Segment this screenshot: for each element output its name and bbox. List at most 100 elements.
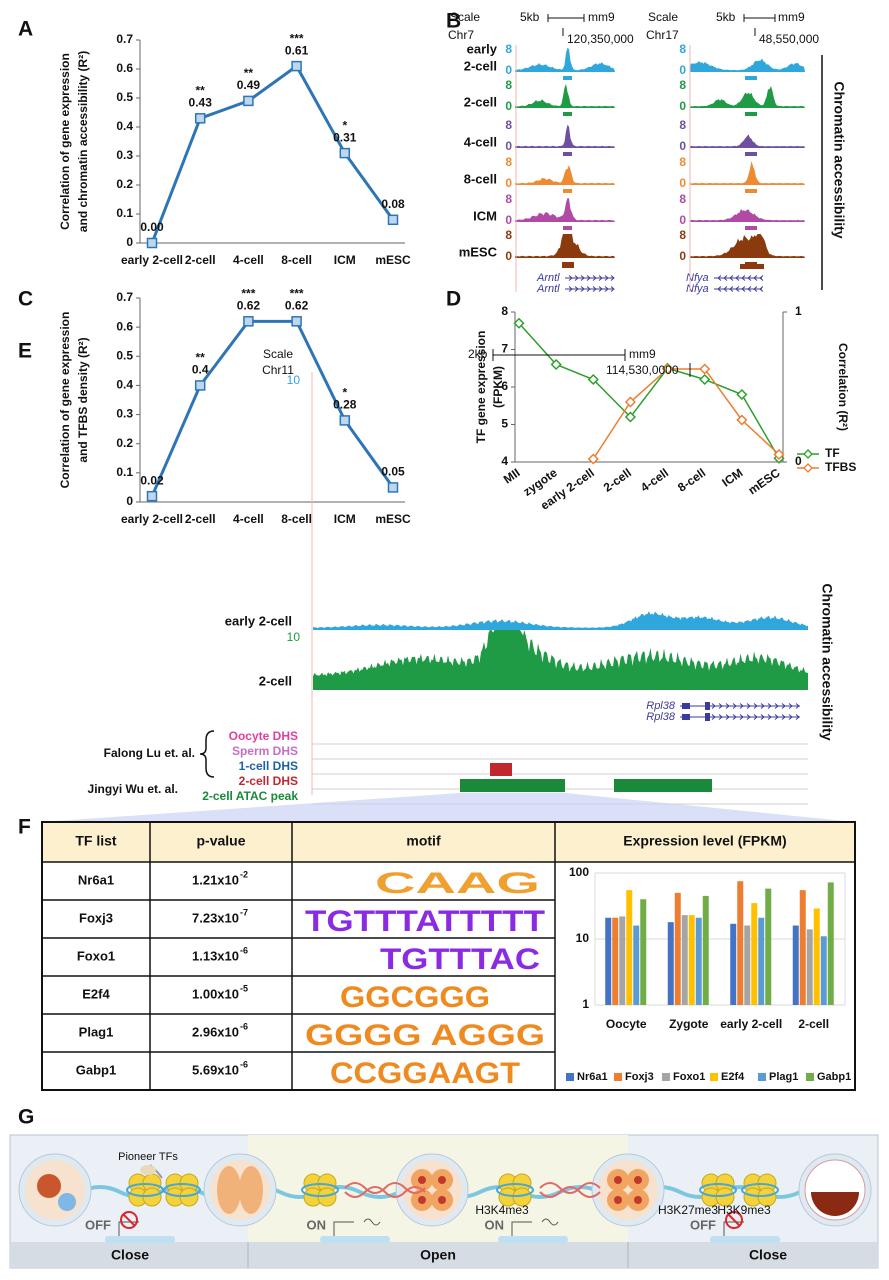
- strand-chevron: [760, 714, 765, 720]
- track-min: 0: [679, 63, 686, 77]
- data-label: 0.02: [140, 473, 164, 487]
- panel-label: E: [18, 340, 32, 363]
- legend-label: TFBS: [825, 460, 856, 474]
- position: 120,350,000: [567, 32, 634, 46]
- legend-label: Foxo1: [673, 1071, 705, 1083]
- track-max: 8: [679, 42, 686, 56]
- strand-chevron: [723, 275, 728, 281]
- y-tick-label: 1: [582, 997, 589, 1011]
- track-max: 8: [679, 78, 686, 92]
- strand-chevron: [717, 275, 722, 281]
- nucleus: [418, 1196, 426, 1204]
- gene-name: Rpl38: [646, 700, 676, 712]
- histone: [715, 1187, 735, 1207]
- marker: [339, 415, 351, 426]
- signal-track: [515, 198, 615, 222]
- data-label: 0.05: [381, 465, 405, 479]
- x-tick-label: 2-cell: [185, 512, 216, 526]
- strand-chevron: [767, 714, 772, 720]
- p-exponent: -6: [240, 1021, 248, 1031]
- marker: [243, 316, 254, 327]
- peak-bar: [563, 226, 572, 230]
- tf-name: Gabp1: [76, 1062, 116, 1077]
- bar: [626, 890, 633, 1005]
- legend-label: Gabp1: [817, 1071, 851, 1083]
- strand-chevron: [574, 275, 579, 281]
- scale-label: Scale: [263, 347, 293, 361]
- y-tick-label: 100: [569, 865, 589, 879]
- pioneer-tf: [140, 1165, 156, 1175]
- strand-chevron: [729, 286, 734, 292]
- legend-swatch: [710, 1073, 718, 1081]
- scale-label: Scale: [450, 10, 480, 24]
- gene-box: [740, 264, 764, 269]
- significance: ***: [290, 286, 304, 300]
- strand-chevron: [759, 275, 764, 281]
- significance: **: [196, 83, 206, 97]
- strand-chevron: [781, 714, 786, 720]
- x-tick-label: mESC: [375, 512, 411, 526]
- no-sign: [120, 1211, 138, 1229]
- gene-body: [710, 1236, 780, 1243]
- table-header: Expression level (FPKM): [623, 833, 786, 849]
- strand-chevron: [739, 714, 744, 720]
- study-label: Falong Lu et. al.: [104, 746, 195, 760]
- exon: [682, 714, 690, 720]
- gene-name: Arntl: [536, 272, 560, 284]
- exon: [682, 703, 690, 709]
- table-header: motif: [406, 833, 441, 849]
- track-label: 2-cell: [259, 673, 292, 688]
- position: 114,530,0000: [606, 363, 679, 377]
- marker: [243, 95, 254, 107]
- y-tick-label: 0.4: [116, 119, 133, 133]
- legend-label: E2f4: [721, 1071, 745, 1083]
- track-label: early 2-cell: [225, 613, 292, 628]
- strand-chevron: [753, 703, 758, 709]
- y-axis-title: Correlation of gene expression: [58, 53, 72, 230]
- dna-helix: [539, 1182, 601, 1198]
- p-value: 5.69x10: [192, 1062, 239, 1077]
- table-border: [41, 821, 856, 1091]
- nucleus: [634, 1196, 642, 1204]
- marker: [291, 60, 302, 72]
- bar: [765, 888, 772, 1005]
- signal-track: [690, 209, 805, 222]
- peak-bar: [563, 112, 572, 116]
- y-tick-label: 0.6: [116, 61, 133, 75]
- p-value: 1.13x10: [192, 948, 239, 963]
- strand-chevron: [795, 714, 800, 720]
- cell-body: [598, 1160, 658, 1220]
- bar: [806, 929, 813, 1005]
- strand-chevron: [711, 703, 716, 709]
- motif-logo: GGCGGG: [340, 981, 490, 1014]
- side-label: Chromatin accessibility: [819, 583, 835, 740]
- signal-track: [690, 58, 805, 72]
- legend-swatch: [806, 1073, 814, 1081]
- chromosome: Chr7: [448, 28, 474, 42]
- track-min: 0: [679, 249, 686, 263]
- data-label: 0.62: [285, 298, 309, 312]
- nucleus: [438, 1176, 446, 1184]
- dna-wrap: [699, 1183, 737, 1197]
- histone: [179, 1187, 199, 1207]
- significance: **: [196, 351, 206, 365]
- significance: *: [342, 386, 347, 400]
- y-tick-label: 0.6: [116, 319, 133, 333]
- gene-name: Nfya: [686, 283, 709, 295]
- signal-track: [690, 161, 805, 185]
- switch-label: OFF: [85, 1217, 111, 1232]
- x-tick-label: ICM: [334, 253, 356, 267]
- marker: [624, 411, 636, 423]
- y-axis-title: and TFBS density (R²): [76, 337, 90, 462]
- track-max: 8: [679, 155, 686, 169]
- y-tick-label: 0.5: [116, 348, 133, 362]
- track-min: 0: [505, 63, 512, 77]
- strand-chevron: [781, 703, 786, 709]
- strand-chevron: [753, 714, 758, 720]
- strand-chevron: [729, 275, 734, 281]
- nucleus: [614, 1176, 622, 1184]
- chromosome: Chr11: [262, 363, 294, 377]
- histone: [757, 1187, 777, 1207]
- scale-bar-label: 2kb: [468, 347, 488, 361]
- marker: [624, 396, 636, 408]
